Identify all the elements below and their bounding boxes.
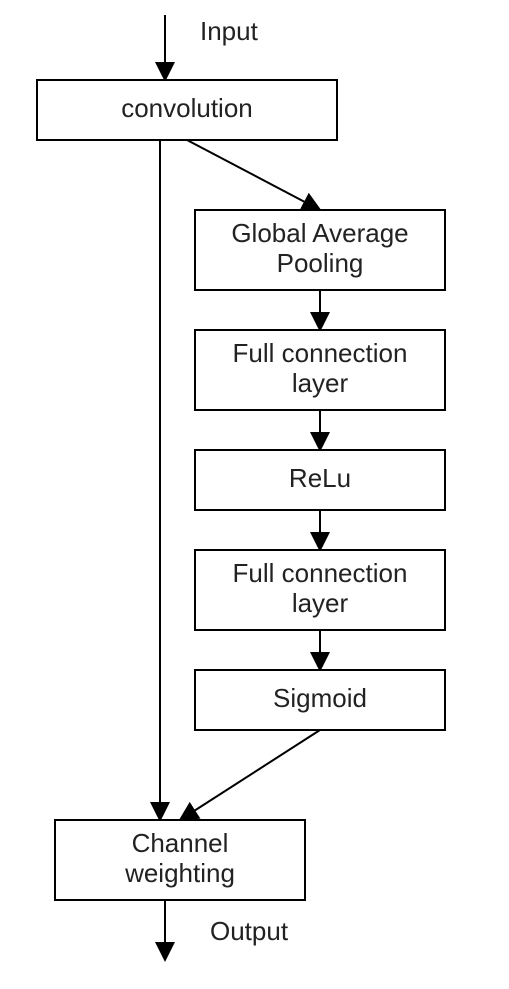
node-fc2: Full connectionlayer — [195, 550, 445, 630]
edge — [187, 140, 320, 210]
node-label: weighting — [124, 858, 235, 888]
node-label: ReLu — [289, 463, 351, 493]
input_label-label: Input — [200, 16, 259, 46]
node-sigmoid: Sigmoid — [195, 670, 445, 730]
node-fc1: Full connectionlayer — [195, 330, 445, 410]
node-label: Global Average — [231, 218, 408, 248]
node-label: Full connection — [233, 558, 408, 588]
node-label: Sigmoid — [273, 683, 367, 713]
flowchart-canvas: convolution Global AveragePooling Full con… — [0, 0, 509, 989]
node-label: Pooling — [277, 248, 364, 278]
node-relu: ReLu — [195, 450, 445, 510]
node-cw: Channelweighting — [55, 820, 305, 900]
edge — [180, 730, 320, 820]
node-conv: convolution — [37, 80, 337, 140]
output_label-label: Output — [210, 916, 289, 946]
node-label: layer — [292, 368, 349, 398]
node-label: Full connection — [233, 338, 408, 368]
node-label: layer — [292, 588, 349, 618]
node-gap: Global AveragePooling — [195, 210, 445, 290]
node-label: convolution — [121, 93, 253, 123]
node-label: Channel — [132, 828, 229, 858]
